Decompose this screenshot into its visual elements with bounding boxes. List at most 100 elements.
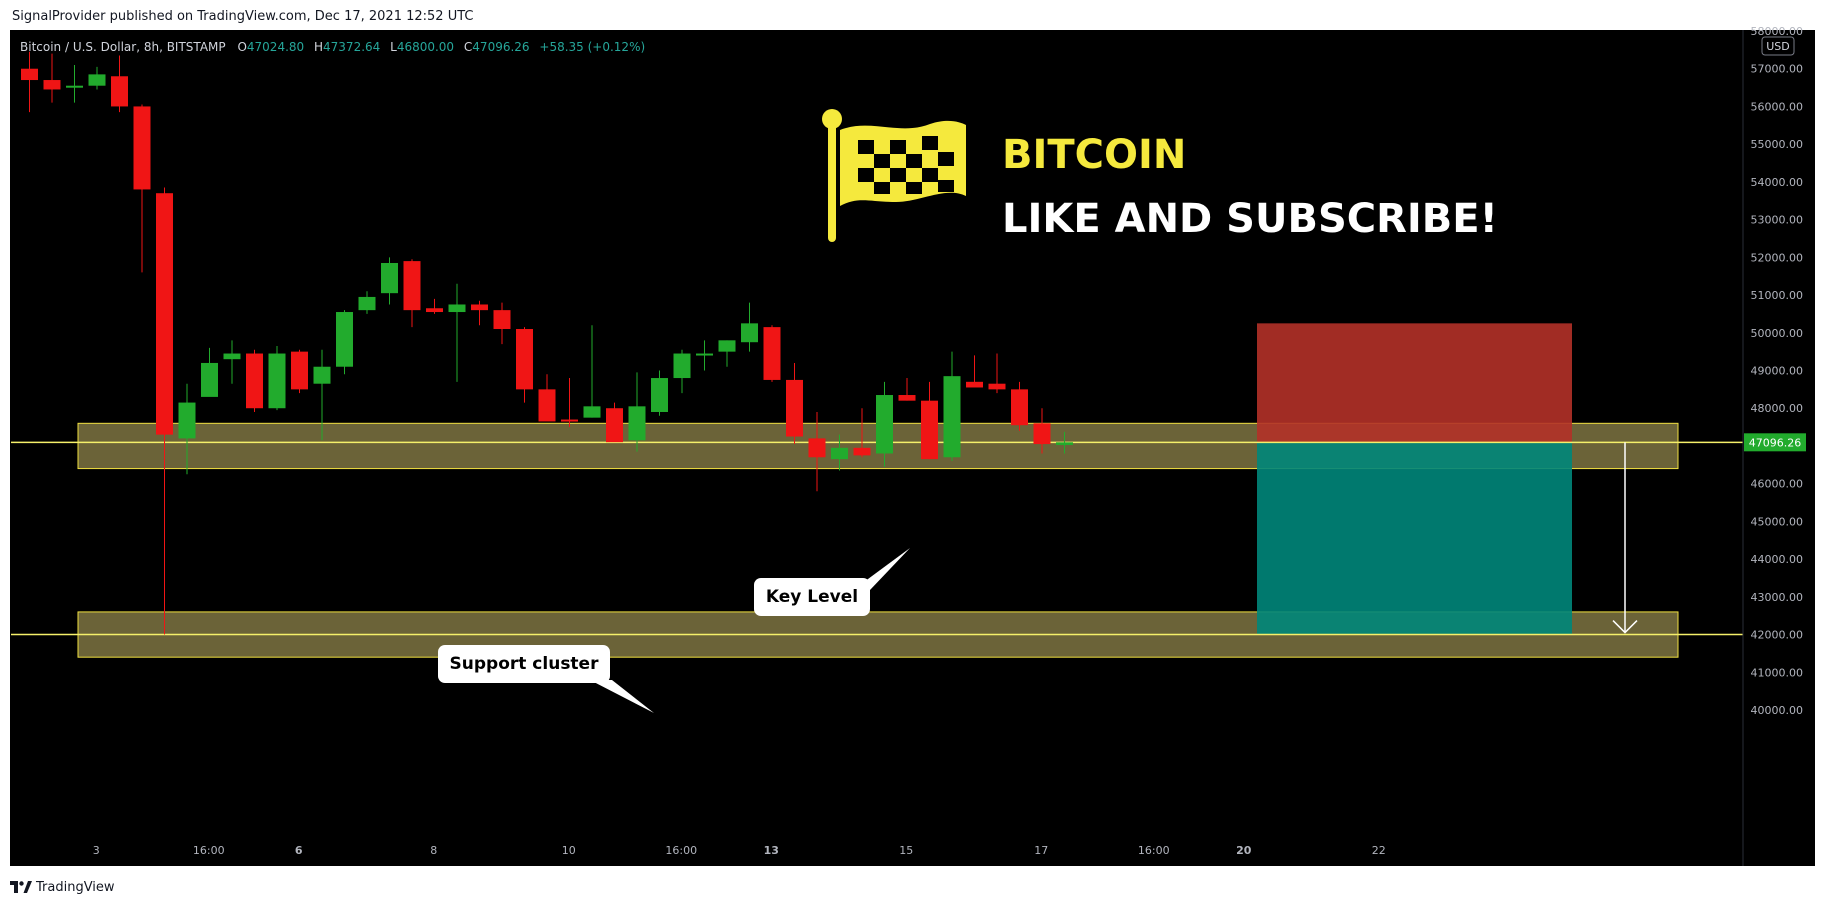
time-tick-label: 16:00 bbox=[1138, 844, 1170, 857]
candle-body bbox=[313, 366, 331, 384]
target-zone bbox=[1257, 442, 1572, 635]
support-cluster-callout-box bbox=[438, 645, 610, 683]
candle bbox=[831, 434, 848, 471]
candle bbox=[313, 349, 331, 441]
candle bbox=[1033, 408, 1051, 454]
target-arrow bbox=[1612, 442, 1638, 634]
candle bbox=[516, 327, 533, 403]
time-axis[interactable]: 3 16:00 6 8 10 16:00 13 15 17 16:00 20 22 bbox=[93, 844, 1386, 857]
candle bbox=[606, 402, 623, 443]
currency-label: USD bbox=[1766, 40, 1790, 53]
candle bbox=[741, 302, 758, 352]
candle bbox=[21, 51, 38, 113]
candle-body bbox=[21, 68, 38, 81]
price-tick-label: 57000.00 bbox=[1751, 63, 1804, 76]
current-price-label: 47096.26 bbox=[1749, 436, 1802, 449]
candle bbox=[201, 347, 218, 397]
candle-body bbox=[921, 400, 938, 460]
candle-body bbox=[201, 362, 218, 397]
candle-body bbox=[943, 376, 961, 458]
price-tick-label: 43000.00 bbox=[1751, 591, 1804, 604]
legend-l-label: L bbox=[390, 40, 397, 54]
time-tick-label: 3 bbox=[93, 844, 100, 857]
candle bbox=[448, 283, 466, 382]
candle-body bbox=[336, 312, 353, 367]
candle bbox=[898, 378, 916, 401]
candle-body bbox=[358, 296, 376, 311]
key-level-callout[interactable]: Key Level bbox=[754, 548, 910, 616]
price-tick-label: 46000.00 bbox=[1751, 478, 1804, 491]
candle-body bbox=[493, 310, 511, 330]
candle-body bbox=[606, 408, 623, 443]
legend-h-label: H bbox=[314, 40, 323, 54]
candles-layer bbox=[21, 51, 1073, 635]
price-tick-label: 52000.00 bbox=[1751, 251, 1804, 264]
time-tick-label: 13 bbox=[764, 844, 779, 857]
candle-body bbox=[831, 447, 848, 460]
price-tick-label: 41000.00 bbox=[1751, 666, 1804, 679]
candle-body bbox=[763, 327, 781, 380]
price-tick-label: 58000.00 bbox=[1751, 25, 1804, 38]
candle-body bbox=[66, 85, 83, 88]
candle bbox=[628, 372, 646, 452]
tradingview-logo-icon bbox=[10, 881, 32, 893]
legend-o-label: O bbox=[237, 40, 246, 54]
candle bbox=[133, 104, 151, 273]
candle-body bbox=[403, 261, 421, 311]
candle bbox=[538, 374, 556, 422]
candle bbox=[786, 362, 803, 445]
price-tick-label: 51000.00 bbox=[1751, 289, 1804, 302]
candle-body bbox=[111, 76, 128, 107]
candle-body bbox=[268, 353, 286, 409]
candle bbox=[156, 187, 173, 635]
price-tick-label: 50000.00 bbox=[1751, 327, 1804, 340]
currency-badge[interactable]: USD bbox=[1761, 36, 1795, 56]
candle bbox=[88, 66, 106, 90]
candle-body bbox=[246, 353, 263, 409]
footer: TradingView bbox=[10, 876, 115, 898]
candle-body bbox=[133, 106, 151, 190]
legend-symbol: Bitcoin / U.S. Dollar, 8h, BITSTAMP bbox=[20, 40, 226, 54]
candle bbox=[876, 381, 893, 467]
support-cluster-callout[interactable]: Support cluster bbox=[438, 645, 654, 713]
candle bbox=[718, 340, 736, 367]
candle bbox=[943, 351, 961, 462]
position-layer bbox=[1257, 323, 1572, 635]
candle bbox=[111, 55, 128, 113]
checkered-flag-icon bbox=[822, 109, 966, 242]
price-tick-label: 55000.00 bbox=[1751, 138, 1804, 151]
candle-body bbox=[808, 438, 826, 458]
candle-body bbox=[876, 395, 893, 454]
candle-body bbox=[561, 419, 578, 422]
key-level-label: Key Level bbox=[766, 587, 858, 607]
price-tick-label: 40000.00 bbox=[1751, 704, 1804, 717]
overlay-subtitle: LIKE AND SUBSCRIBE! bbox=[1002, 196, 1498, 242]
footer-brand: TradingView bbox=[36, 879, 115, 895]
candle bbox=[268, 345, 286, 411]
price-tick-label: 53000.00 bbox=[1751, 214, 1804, 227]
candle-body bbox=[448, 304, 466, 313]
published-line: SignalProvider published on TradingView.… bbox=[12, 9, 474, 24]
time-tick-label: 16:00 bbox=[193, 844, 225, 857]
candle bbox=[291, 349, 308, 394]
candle-body bbox=[673, 353, 691, 379]
candle-body bbox=[628, 406, 646, 441]
candle-body bbox=[696, 353, 713, 356]
candle bbox=[853, 408, 871, 458]
candle bbox=[43, 53, 61, 103]
candle bbox=[358, 291, 376, 314]
time-tick-label: 6 bbox=[295, 844, 303, 857]
legend-change: +58.35 (+0.12%) bbox=[539, 40, 645, 54]
price-tick-label: 56000.00 bbox=[1751, 100, 1804, 113]
candle-body bbox=[786, 379, 803, 437]
candle-body bbox=[426, 308, 443, 313]
time-tick-label: 15 bbox=[899, 844, 913, 857]
candle-body bbox=[1011, 389, 1028, 426]
candle-body bbox=[156, 193, 173, 435]
candle bbox=[336, 310, 353, 375]
candle bbox=[426, 298, 443, 314]
candle bbox=[763, 325, 781, 382]
candle bbox=[66, 64, 83, 103]
candle-body bbox=[291, 351, 308, 390]
